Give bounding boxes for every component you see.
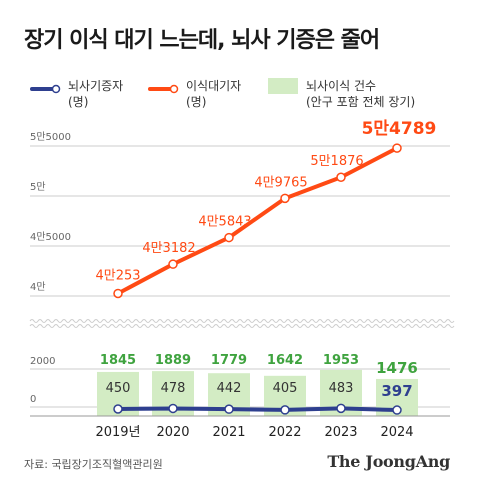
x-tick-label: 2022 [268,425,301,440]
bar-value-label: 1642 [267,353,303,368]
donors-legend-label: 뇌사기증자 (명) [68,79,124,109]
y-tick-label: 4만5000 [30,231,71,243]
waiting-point [280,193,290,204]
waiting-legend-label: 이식대기자 (명) [186,79,242,109]
x-tick-label: 2023 [324,425,357,440]
bar-value-label: 1889 [155,353,191,368]
donors-value-label: 483 [329,381,354,396]
waiting-value-label: 5만4789 [362,119,437,139]
donors-point [224,404,234,414]
waiting-value-label: 4만253 [95,268,140,283]
donors-value-label: 450 [106,381,131,396]
y-tick-label: 5만5000 [30,131,71,143]
y-tick-label: 0 [30,394,36,405]
waiting-value-label: 4만3182 [142,241,195,256]
bar-value-label: 1845 [100,353,136,368]
x-tick-label: 2024 [380,425,413,440]
donors-value-label: 478 [161,381,186,396]
donors-value-label: 405 [273,381,298,396]
transplants-legend-icon [268,78,298,94]
donors-legend-icon [30,84,61,94]
axis-break-line [29,324,455,328]
donors-point [113,404,123,414]
donors-value-label: 442 [217,381,242,396]
waiting-point [392,143,402,153]
x-tick-label: 2021 [212,425,245,440]
waiting-value-label: 4만9765 [254,175,307,190]
donors-point [280,405,290,415]
axis-break-line [29,319,455,323]
waiting-point [224,232,234,243]
waiting-series-line [117,146,398,296]
donors-series-line [117,406,398,413]
y-tick-label: 2000 [30,356,55,367]
x-tick-label: 2019년 [95,425,140,440]
y-tick-label: 5만 [30,181,46,193]
donors-point [336,403,346,414]
bar-value-label: 1953 [323,353,359,368]
bar-value-label: 1779 [211,353,247,368]
waiting-legend-icon [148,84,179,94]
page-title: 장기 이식 대기 느는데, 뇌사 기증은 줄어 [24,28,380,53]
waiting-value-label: 5만1876 [310,154,363,169]
waiting-point [113,288,123,299]
donors-point [392,405,402,415]
x-tick-label: 2020 [156,425,189,440]
transplants-legend-label: 뇌사이식 건수 (안구 포함 전체 장기) [306,79,416,109]
source-note: 자료: 국립장기조직혈액관리원 [24,458,163,471]
waiting-point [168,259,178,269]
waiting-point [336,172,346,182]
donors-value-label: 397 [381,382,412,400]
donors-point [168,403,178,414]
y-tick-label: 4만 [30,281,46,293]
publisher-logo: The JoongAng [327,452,450,471]
waiting-value-label: 4만5843 [198,215,251,230]
bar-value-label: 1476 [376,359,418,377]
